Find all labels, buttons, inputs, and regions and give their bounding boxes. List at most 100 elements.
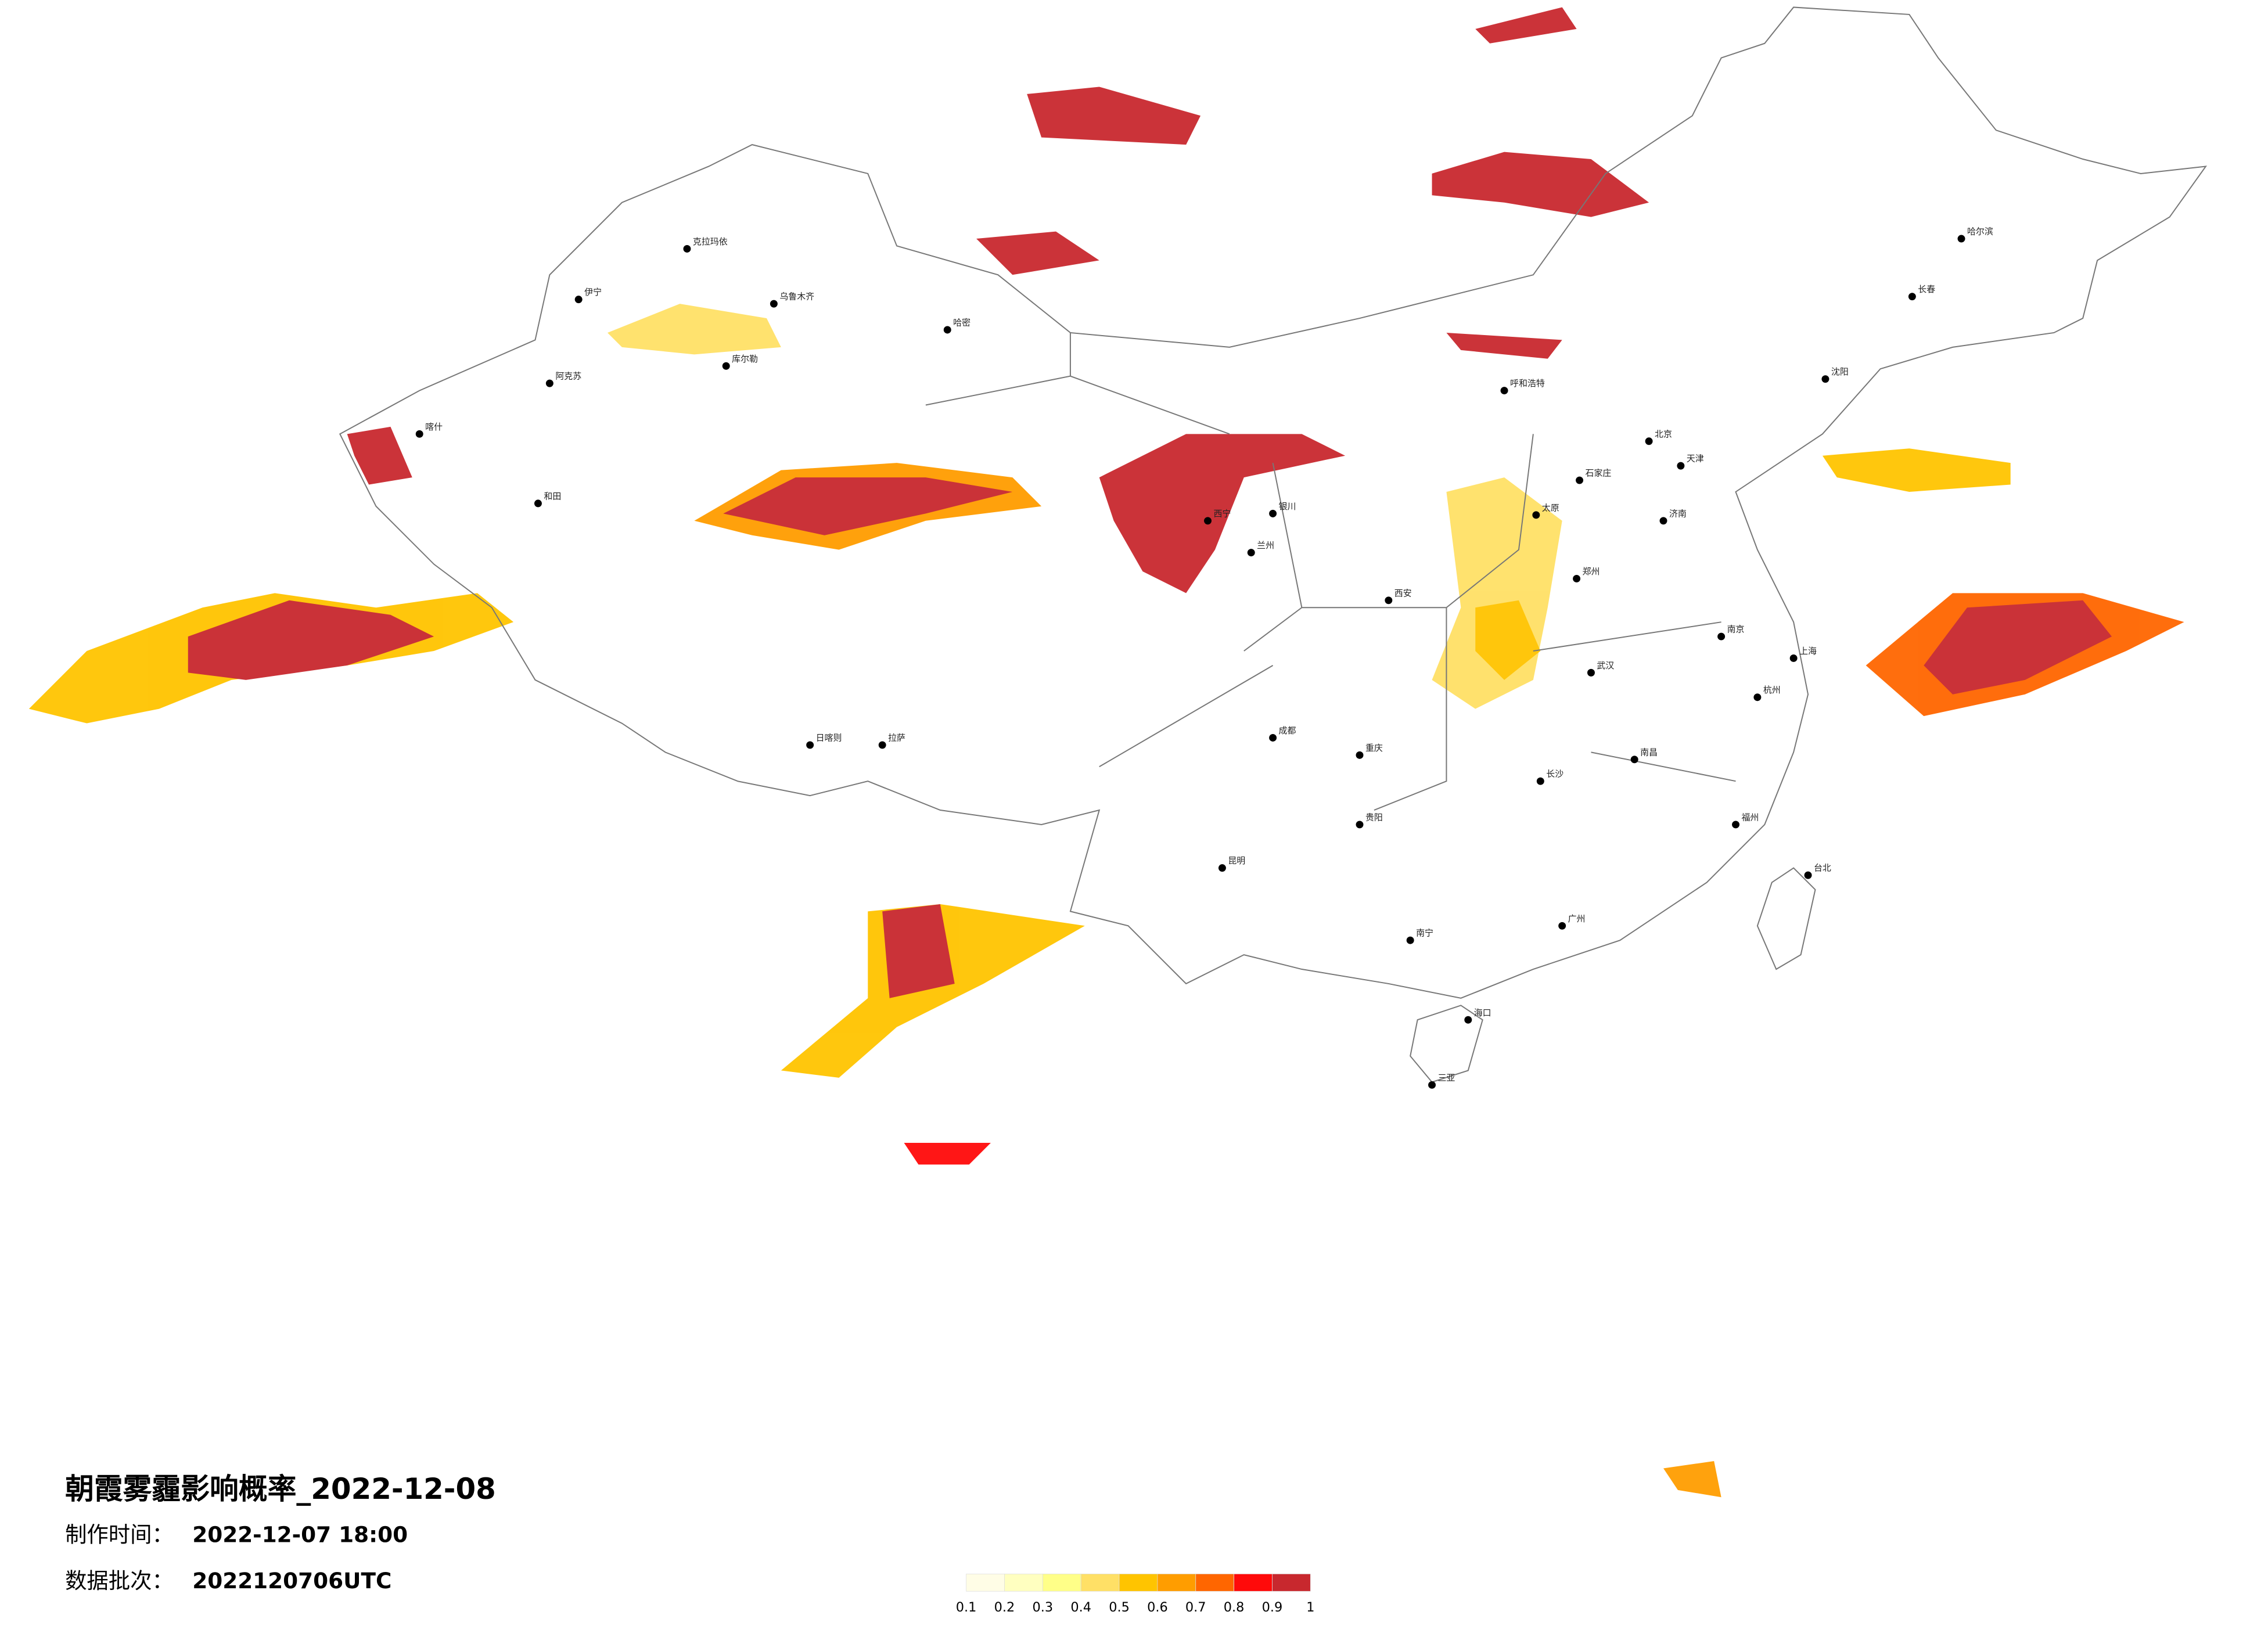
city-dot [1558,922,1566,930]
city-label: 成都 [1279,725,1296,736]
city-label: 杭州 [1763,685,1781,695]
city-dot [1821,375,1830,383]
city-dot [1356,751,1364,759]
legend-tick-label: 0.7 [1185,1600,1206,1615]
city-label: 哈尔滨 [1967,226,1993,237]
city-dot [1218,864,1226,872]
legend-swatch [1234,1573,1273,1592]
city-label: 南京 [1727,624,1745,635]
city-label: 南昌 [1640,747,1658,757]
city-dot [878,741,886,749]
make-time-label: 制作时间： [65,1522,174,1548]
city-label: 上海 [1799,646,1817,656]
city-label: 昆明 [1228,855,1245,866]
probability-field [28,7,2184,1498]
legend-swatch [1080,1573,1120,1592]
city-label: 银川 [1279,501,1296,512]
city-dot [722,362,730,370]
legend-tick-label: 0.6 [1147,1600,1168,1615]
city-label: 和田 [544,491,561,501]
city-dot [1428,1081,1436,1089]
legend-tick-label: 0.1 [956,1600,977,1615]
city-label: 日喀则 [816,732,842,743]
city-dot [1500,387,1508,395]
city-dot [1789,654,1798,662]
legend-tick-label: 0.8 [1224,1600,1245,1615]
city-label: 喀什 [425,422,443,432]
legend-swatch [1042,1573,1081,1592]
city-dot [1204,517,1212,525]
city-dot [1406,936,1414,944]
city-label: 太原 [1542,502,1559,513]
city-dot [1536,777,1544,785]
title: 朝霞雾霾影响概率_2022-12-08 [65,1472,496,1506]
city-label: 沈阳 [1831,366,1849,377]
legend-swatch [1157,1573,1196,1592]
legend-tick-label: 0.9 [1262,1600,1283,1615]
city-dot [1659,517,1667,525]
legend-tick-label: 0.2 [994,1600,1015,1615]
city-label: 阿克苏 [555,371,581,382]
city-dot [1247,549,1255,557]
city-label: 呼和浩特 [1510,378,1545,388]
city-label: 长沙 [1546,769,1563,779]
city-label: 库尔勒 [732,354,758,364]
city-label: 郑州 [1583,566,1600,577]
batch: 2022120706UTC [192,1568,391,1593]
city-dot [415,430,423,438]
batch-label: 数据批次： [65,1568,174,1593]
legend-swatch [966,1573,1005,1592]
city-label: 广州 [1568,913,1586,924]
legend-tick-label: 0.4 [1070,1600,1091,1615]
city-label: 伊宁 [584,287,602,297]
boundaries [339,6,2208,1083]
city-label: 北京 [1655,429,1672,439]
legend-swatch [1195,1573,1234,1592]
city-label: 武汉 [1597,660,1614,671]
city-dot [534,499,542,508]
city-dot [1269,733,1277,742]
legend-tick-label: 0.5 [1109,1600,1130,1615]
legend: 0.1 0.2 0.3 0.4 0.5 0.6 0.7 0.8 0.9 1 [956,1573,1314,1615]
city-label: 拉萨 [888,732,905,743]
city-dot [1464,1016,1472,1024]
city-dot [770,300,778,308]
city-dot [806,741,814,749]
city-dot [1385,596,1393,605]
city-dot [1573,574,1581,582]
city-dot [1717,632,1726,641]
city-dot [1957,235,1965,243]
city-label: 重庆 [1365,743,1383,753]
city-label: 福州 [1741,812,1759,822]
city-dot [1732,821,1739,829]
city-dot [1269,509,1277,517]
city-dot [683,244,691,253]
city-label: 天津 [1687,454,1704,464]
city-dot [1908,293,1916,301]
legend-swatch [1272,1573,1311,1592]
city-dot [1677,462,1685,470]
city-dot [943,326,951,334]
city-label: 南宁 [1416,928,1433,938]
city-label: 克拉玛依 [693,236,728,247]
city-dot [1532,511,1540,519]
city-label: 西宁 [1213,508,1231,519]
city-label: 长春 [1918,284,1935,294]
legend-tick-label: 0.3 [1033,1600,1054,1615]
legend-swatch [1119,1573,1158,1592]
city-dot [1587,668,1595,677]
legend-tick-label: 1 [1306,1600,1314,1615]
city-label: 哈密 [953,317,971,328]
city-label: 三亚 [1437,1073,1455,1083]
city-label: 台北 [1814,863,1831,873]
city-label: 兰州 [1257,540,1274,551]
city-dot [1630,756,1638,764]
city-label: 贵阳 [1365,812,1383,822]
city-label: 乌鲁木齐 [779,292,814,302]
legend-swatch [1004,1573,1043,1592]
city-label: 石家庄 [1586,468,1612,479]
city-dot [574,296,583,304]
city-label: 西安 [1394,588,1412,598]
